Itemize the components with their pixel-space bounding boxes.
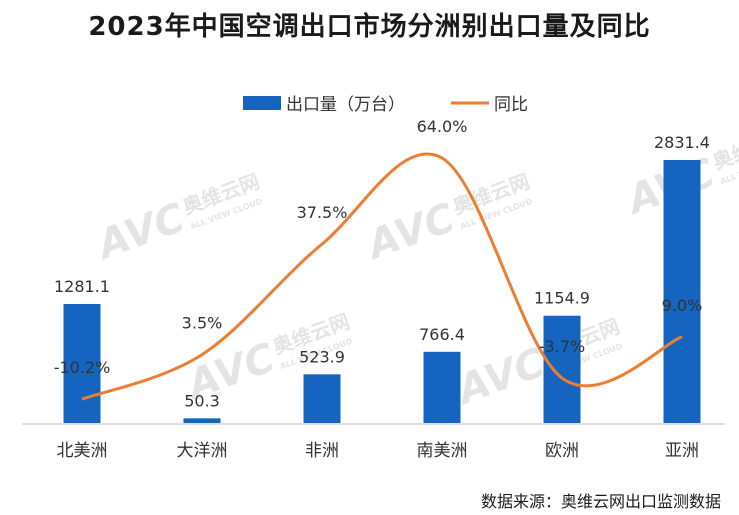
bar-5: [663, 160, 701, 423]
svg-text:AVC: AVC: [359, 195, 461, 270]
data-source-note: 数据来源：奥维云网出口监测数据: [480, 492, 721, 511]
bar-4: [543, 315, 581, 423]
bar-3: [423, 351, 461, 423]
bar-value-label: 1154.9: [534, 289, 590, 308]
x-tick-label: 北美洲: [57, 441, 108, 461]
bar-value-label: 2831.4: [654, 133, 710, 152]
legend: 出口量（万台） 同比: [243, 95, 528, 115]
bar-2: [303, 374, 341, 423]
x-tick-label: 大洋洲: [177, 441, 228, 461]
svg-text:奥维云网: 奥维云网: [709, 124, 739, 174]
x-tick-label: 南美洲: [417, 441, 468, 461]
bar-value-label: 766.4: [419, 325, 465, 344]
chart-title: 2023年中国空调出口市场分洲别出口量及同比: [88, 12, 651, 42]
bar-value-label: 1281.1: [54, 277, 110, 296]
x-tick-label: 欧洲: [545, 441, 579, 461]
yoy-label: 3.5%: [182, 314, 223, 333]
legend-bar-label: 出口量（万台）: [286, 95, 405, 115]
bar-1: [183, 418, 221, 423]
svg-text:AVC: AVC: [449, 340, 551, 415]
bar-value-labels: 1281.1 50.3 523.9 766.4 1154.9 2831.4: [54, 133, 710, 410]
svg-text:AVC: AVC: [89, 195, 191, 270]
yoy-label: -10.2%: [54, 358, 111, 377]
yoy-line: [81, 152, 683, 401]
bar-series: [63, 160, 701, 423]
bar-0: [63, 304, 101, 423]
legend-line-label: 同比: [494, 95, 528, 115]
yoy-label: 37.5%: [297, 203, 348, 222]
legend-bar-swatch: [243, 96, 281, 110]
bar-value-label: 523.9: [299, 347, 345, 366]
yoy-label: 9.0%: [662, 296, 703, 315]
x-tick-label: 非洲: [305, 441, 339, 461]
yoy-label: 64.0%: [417, 117, 468, 136]
x-tick-label: 亚洲: [665, 441, 699, 461]
yoy-labels: -10.2% 3.5% 37.5% 64.0% -3.7% 9.0%: [54, 117, 703, 377]
x-tick-labels: 北美洲 大洋洲 非洲 南美洲 欧洲 亚洲: [57, 441, 700, 461]
bar-value-label: 50.3: [184, 391, 220, 410]
yoy-label: -3.7%: [539, 337, 585, 356]
